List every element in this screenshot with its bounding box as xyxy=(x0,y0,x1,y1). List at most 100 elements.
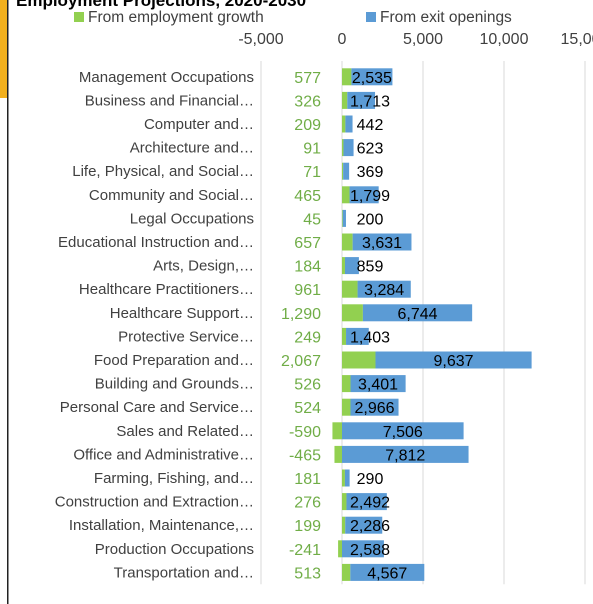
bar-employment-growth xyxy=(342,162,344,180)
value-label-exit-openings: 442 xyxy=(357,117,384,134)
value-label-exit-openings: 1,799 xyxy=(350,188,390,205)
category-label: Transportation and… xyxy=(114,564,254,581)
value-label-employment-growth: 1,290 xyxy=(281,306,321,323)
category-label: Business and Financial… xyxy=(85,92,254,109)
bar-employment-growth xyxy=(342,280,358,298)
bar-employment-growth xyxy=(342,563,351,581)
bar-employment-growth xyxy=(342,91,348,109)
bar-exit-openings xyxy=(375,351,532,369)
value-label-employment-growth: 276 xyxy=(294,495,321,512)
legend-swatch-exit-openings xyxy=(366,12,376,22)
category-label: Farming, Fishing, and… xyxy=(94,470,254,487)
category-label: Arts, Design,… xyxy=(153,258,254,275)
value-label-exit-openings: 4,567 xyxy=(367,565,407,582)
category-label: Healthcare Practitioners… xyxy=(79,281,254,298)
value-label-employment-growth: -465 xyxy=(289,447,321,464)
bar-employment-growth xyxy=(332,422,342,440)
value-label-employment-growth: 326 xyxy=(294,93,321,110)
frame-accent xyxy=(0,0,7,98)
bar-exit-openings xyxy=(345,516,383,534)
value-label-exit-openings: 290 xyxy=(357,471,384,488)
bar-exit-openings xyxy=(347,91,376,109)
value-labels: 577 2,535 326 1,713 209 442 91 623 71 369 465 1,799… xyxy=(281,70,474,583)
bar-employment-growth xyxy=(342,209,343,227)
value-label-employment-growth: 2,067 xyxy=(281,353,321,370)
bar-exit-openings xyxy=(357,280,411,298)
bar-exit-openings xyxy=(350,563,425,581)
value-label-employment-growth: 181 xyxy=(294,471,321,488)
category-label: Legal Occupations xyxy=(130,210,254,227)
legend-swatch-employment-growth xyxy=(74,12,84,22)
value-label-exit-openings: 2,588 xyxy=(350,542,390,559)
frame-left-border xyxy=(7,0,9,604)
value-label-employment-growth: 91 xyxy=(303,141,321,158)
value-label-employment-growth: 184 xyxy=(294,259,321,276)
bar-employment-growth xyxy=(342,398,351,416)
bar-employment-growth xyxy=(342,327,347,345)
value-label-exit-openings: 3,284 xyxy=(364,282,404,299)
value-label-exit-openings: 6,744 xyxy=(398,306,438,323)
bar-employment-growth xyxy=(342,68,352,86)
value-label-exit-openings: 3,631 xyxy=(362,235,402,252)
x-tick-label: 5,000 xyxy=(403,31,443,48)
bar-employment-growth xyxy=(342,351,376,369)
bar-employment-growth xyxy=(342,233,353,251)
bar-exit-openings xyxy=(351,68,393,86)
value-label-exit-openings: 859 xyxy=(357,259,384,276)
value-label-employment-growth: 577 xyxy=(294,70,321,87)
value-label-employment-growth: 465 xyxy=(294,188,321,205)
bar-employment-growth xyxy=(342,516,346,534)
bar-employment-growth xyxy=(342,115,346,133)
category-label: Architecture and… xyxy=(130,140,254,157)
value-label-employment-growth: 45 xyxy=(303,211,321,228)
category-label: Building and Grounds… xyxy=(95,376,254,393)
value-label-exit-openings: 1,403 xyxy=(350,329,390,346)
value-label-employment-growth: 71 xyxy=(303,164,321,181)
value-label-exit-openings: 623 xyxy=(357,141,384,158)
category-label: Construction and Extraction… xyxy=(55,494,254,511)
category-label: Production Occupations xyxy=(95,541,254,558)
bar-exit-openings xyxy=(343,139,354,157)
bar-employment-growth xyxy=(334,445,342,463)
value-label-exit-openings: 2,492 xyxy=(350,495,390,512)
value-label-exit-openings: 7,812 xyxy=(385,447,425,464)
bar-exit-openings xyxy=(342,209,346,227)
x-tick-label: -5,000 xyxy=(238,31,283,48)
bar-exit-openings xyxy=(352,233,412,251)
bars xyxy=(332,68,532,581)
category-label: Protective Service… xyxy=(118,328,254,345)
category-labels: Management Occupations Business and Finan… xyxy=(55,69,254,582)
value-label-exit-openings: 7,506 xyxy=(383,424,423,441)
chart-title: Employment Projections, 2020-2030 xyxy=(16,0,306,10)
value-label-employment-growth: 199 xyxy=(294,518,321,535)
bar-exit-openings xyxy=(346,327,369,345)
x-tick-label: 0 xyxy=(338,31,347,48)
category-label: Educational Instruction and… xyxy=(58,234,254,251)
bar-exit-openings xyxy=(344,469,350,487)
bar-employment-growth xyxy=(342,186,350,204)
value-label-employment-growth: 526 xyxy=(294,377,321,394)
legend: From employment growth From exit opening… xyxy=(74,9,512,26)
category-label: Personal Care and Service… xyxy=(60,399,254,416)
bar-exit-openings xyxy=(349,186,379,204)
value-label-employment-growth: 524 xyxy=(294,400,321,417)
category-label: Healthcare Support… xyxy=(110,305,254,322)
bar-employment-growth xyxy=(338,540,342,558)
bar-exit-openings xyxy=(346,493,387,511)
value-label-employment-growth: 249 xyxy=(294,329,321,346)
value-label-exit-openings: 2,535 xyxy=(352,70,392,87)
x-tick-label: 15,000 xyxy=(561,31,593,48)
bar-employment-growth xyxy=(342,375,351,393)
bar-employment-growth xyxy=(342,139,344,157)
value-label-exit-openings: 3,401 xyxy=(358,377,398,394)
category-label: Computer and… xyxy=(144,116,254,133)
value-label-employment-growth: -590 xyxy=(289,424,321,441)
value-label-exit-openings: 2,286 xyxy=(350,518,390,535)
bar-exit-openings xyxy=(350,398,399,416)
category-label: Management Occupations xyxy=(79,69,254,86)
legend-label-employment-growth: From employment growth xyxy=(88,9,264,26)
x-axis-ticks: -5,000 0 5,000 10,000 15,000 xyxy=(238,31,593,48)
category-label: Community and Social… xyxy=(89,187,254,204)
category-label: Sales and Related… xyxy=(116,423,254,440)
